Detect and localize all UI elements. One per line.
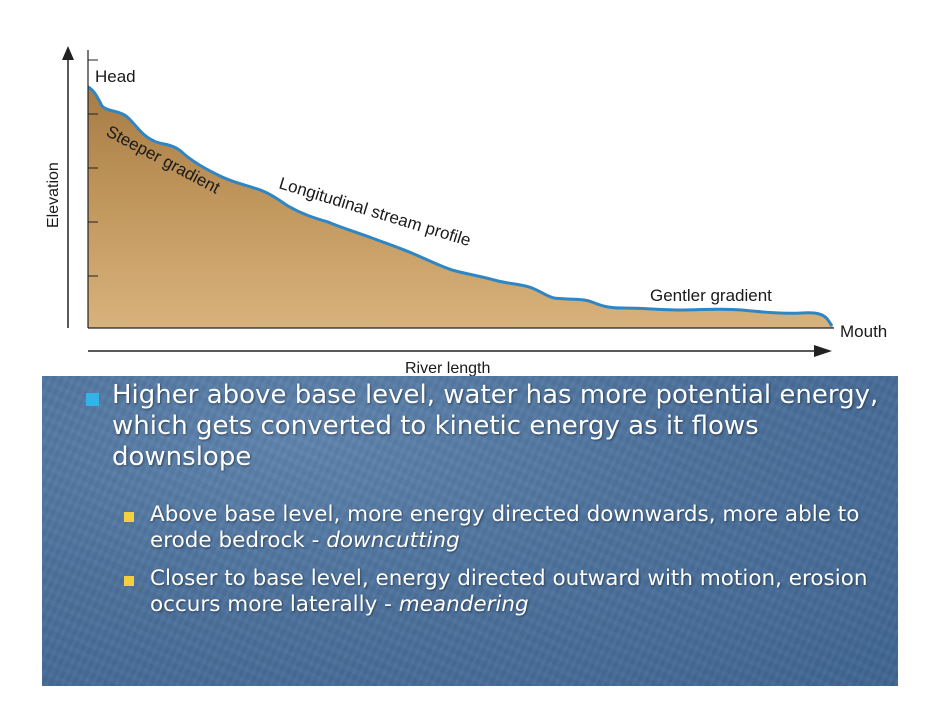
- label-river-length: River length: [405, 360, 490, 376]
- bullet-list: Higher above base level, water has more …: [42, 376, 898, 686]
- bullet-panel: Higher above base level, water has more …: [42, 376, 898, 686]
- bullet-sub-2-text: Closer to base level, energy directed ou…: [150, 566, 868, 617]
- slide: Head Mouth Elevation River length Steepe…: [42, 42, 898, 686]
- land-mass: [88, 87, 834, 328]
- bullet-sub-1-text: Above base level, more energy directed d…: [150, 502, 860, 553]
- main-bullet-square-icon: [86, 393, 99, 406]
- label-mouth: Mouth: [840, 322, 887, 341]
- river-profile-line: [87, 85, 834, 327]
- bullet-main: Higher above base level, water has more …: [112, 380, 879, 472]
- elevation-ticks: [88, 59, 98, 277]
- bullet-sub-1: Above base level, more energy directed d…: [150, 502, 870, 554]
- sub-bullet-square-icon: [124, 576, 134, 586]
- stream-profile-svg: Head Mouth Elevation River length Steepe…: [45, 46, 887, 377]
- label-head: Head: [95, 67, 136, 86]
- elevation-arrowhead: [62, 46, 74, 60]
- bullet-sub-2: Closer to base level, energy directed ou…: [150, 566, 870, 618]
- bullet-sub-1-emphasis: downcutting: [326, 528, 460, 553]
- sub-bullet-square-icon: [124, 512, 134, 522]
- label-gentler-gradient: Gentler gradient: [650, 286, 772, 305]
- river-length-arrowhead: [814, 345, 832, 357]
- label-elevation: Elevation: [45, 162, 62, 228]
- stream-profile-diagram: Head Mouth Elevation River length Steepe…: [42, 42, 898, 377]
- bullet-sub-2-emphasis: meandering: [398, 592, 529, 617]
